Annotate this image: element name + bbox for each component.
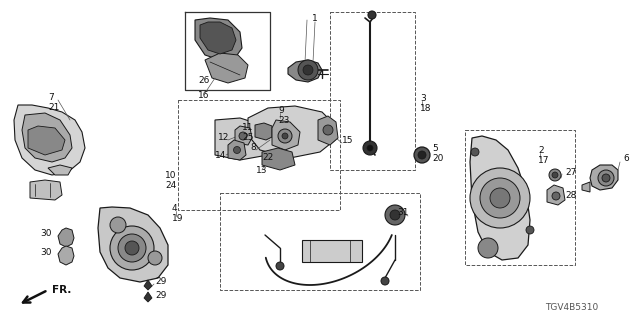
Polygon shape (262, 148, 295, 170)
Text: 2: 2 (538, 146, 543, 155)
Polygon shape (48, 165, 72, 175)
Text: 11: 11 (242, 123, 253, 132)
Circle shape (414, 147, 430, 163)
Circle shape (239, 132, 247, 140)
Polygon shape (318, 116, 338, 145)
Polygon shape (272, 120, 300, 150)
Polygon shape (195, 18, 242, 60)
Polygon shape (144, 292, 152, 302)
Circle shape (478, 238, 498, 258)
Text: 9: 9 (278, 106, 284, 115)
Text: 7: 7 (48, 92, 54, 101)
Text: 24: 24 (165, 180, 176, 189)
Text: 28: 28 (565, 190, 577, 199)
Polygon shape (255, 123, 272, 140)
Text: 30: 30 (40, 228, 52, 237)
Text: 21: 21 (48, 102, 60, 111)
Polygon shape (98, 207, 168, 282)
Circle shape (490, 188, 510, 208)
Polygon shape (228, 140, 246, 160)
Text: 29: 29 (155, 292, 166, 300)
Circle shape (471, 148, 479, 156)
Text: 16: 16 (198, 91, 209, 100)
Polygon shape (28, 126, 65, 155)
Circle shape (470, 168, 530, 228)
Circle shape (385, 205, 405, 225)
Polygon shape (200, 22, 236, 54)
Text: 17: 17 (538, 156, 550, 164)
Text: 1: 1 (312, 13, 317, 22)
Circle shape (368, 11, 376, 19)
Text: 29: 29 (155, 277, 166, 286)
Text: 19: 19 (172, 213, 184, 222)
Circle shape (480, 178, 520, 218)
Text: 31: 31 (397, 207, 408, 217)
Text: 18: 18 (420, 103, 431, 113)
Polygon shape (547, 185, 565, 205)
Circle shape (367, 145, 373, 151)
Text: 12: 12 (218, 132, 229, 141)
Circle shape (303, 65, 313, 75)
Text: 8: 8 (250, 142, 256, 151)
Polygon shape (248, 106, 335, 158)
Circle shape (549, 169, 561, 181)
Polygon shape (58, 246, 74, 265)
Circle shape (418, 151, 426, 159)
Text: 26: 26 (198, 76, 209, 84)
Polygon shape (22, 113, 72, 162)
Text: 15: 15 (342, 135, 353, 145)
Text: 30: 30 (40, 247, 52, 257)
Circle shape (276, 262, 284, 270)
Circle shape (526, 226, 534, 234)
Polygon shape (58, 228, 74, 247)
Text: 25: 25 (242, 132, 253, 141)
Circle shape (282, 133, 288, 139)
Circle shape (110, 217, 126, 233)
Circle shape (298, 60, 318, 80)
Polygon shape (582, 182, 590, 192)
Circle shape (110, 226, 154, 270)
Circle shape (125, 241, 139, 255)
Polygon shape (144, 280, 152, 290)
Polygon shape (235, 126, 252, 145)
Text: 23: 23 (278, 116, 289, 124)
Polygon shape (470, 136, 530, 260)
Text: 20: 20 (432, 154, 444, 163)
Text: 5: 5 (432, 143, 438, 153)
Polygon shape (14, 105, 85, 175)
Circle shape (278, 129, 292, 143)
Polygon shape (30, 180, 62, 200)
Circle shape (602, 174, 610, 182)
Text: 3: 3 (420, 93, 426, 102)
Polygon shape (288, 60, 322, 82)
Circle shape (323, 125, 333, 135)
Polygon shape (205, 53, 248, 83)
Circle shape (234, 147, 241, 154)
Text: TGV4B5310: TGV4B5310 (545, 303, 598, 313)
Circle shape (118, 234, 146, 262)
Text: 22: 22 (262, 153, 273, 162)
Polygon shape (215, 118, 270, 160)
Text: 27: 27 (565, 167, 577, 177)
Bar (302, 240, 362, 262)
Circle shape (363, 141, 377, 155)
Circle shape (552, 192, 560, 200)
Circle shape (390, 210, 400, 220)
Text: 14: 14 (215, 150, 227, 159)
Polygon shape (590, 165, 618, 190)
Text: 13: 13 (256, 165, 268, 174)
Circle shape (381, 277, 389, 285)
Text: FR.: FR. (52, 285, 72, 295)
Circle shape (598, 170, 614, 186)
Text: 6: 6 (623, 154, 628, 163)
Text: 10: 10 (165, 171, 177, 180)
Circle shape (148, 251, 162, 265)
Text: 4: 4 (172, 204, 178, 212)
Circle shape (552, 172, 558, 178)
